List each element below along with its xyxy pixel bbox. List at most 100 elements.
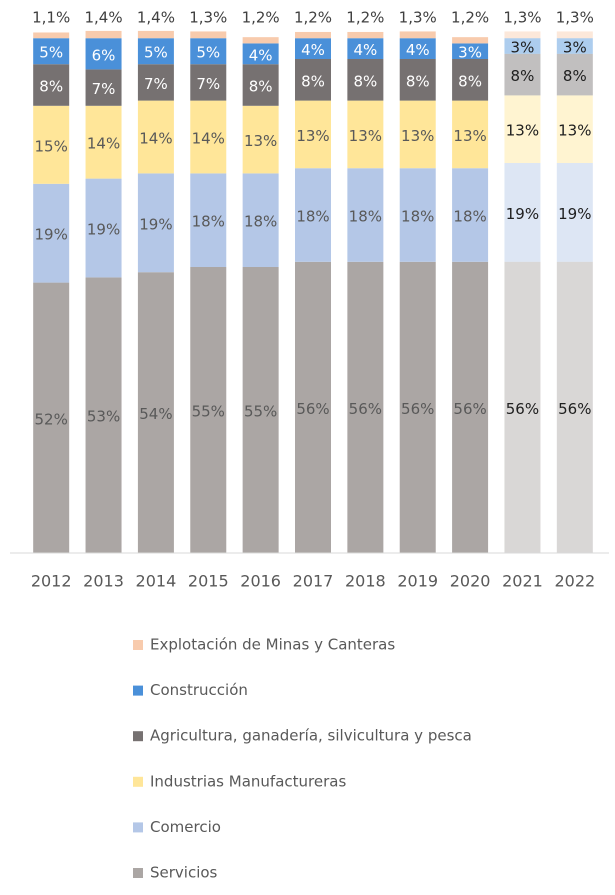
bar-segment [295, 100, 331, 169]
bar-segment [347, 100, 384, 169]
legend-label: Explotación de Minas y Canteras [150, 636, 395, 654]
bar-segment [504, 53, 541, 96]
bar-segment [556, 261, 593, 553]
data-label: 8% [249, 78, 273, 96]
data-label: 1,2% [294, 9, 332, 27]
data-label: 56% [349, 400, 382, 418]
data-label: 6% [92, 46, 116, 64]
bar-segment [33, 282, 70, 553]
x-tick-label: 2020 [450, 572, 491, 591]
bar-segment [85, 105, 122, 179]
legend-swatch [133, 685, 143, 696]
data-label: 8% [511, 67, 535, 85]
x-tick-label: 2013 [83, 572, 124, 591]
data-label: 4% [406, 41, 430, 59]
data-label: 19% [506, 205, 539, 223]
bar-segment [556, 38, 593, 54]
data-label: 52% [35, 410, 68, 428]
data-label: 18% [349, 208, 382, 226]
bar-segment [556, 163, 593, 262]
bar-segment [190, 173, 227, 267]
bar-segment [33, 183, 70, 283]
data-label: 3% [563, 39, 587, 57]
data-label: 18% [401, 208, 434, 226]
bar-segment [137, 30, 174, 39]
bar-segment [242, 64, 279, 106]
bar-segment [137, 272, 174, 553]
bar-segment [347, 38, 384, 59]
bar-segment [347, 59, 384, 101]
data-label: 8% [458, 72, 482, 90]
data-label: 56% [453, 400, 486, 418]
data-label: 15% [35, 137, 68, 155]
x-tick-label: 2019 [397, 572, 438, 591]
bar-segment [137, 38, 174, 65]
legend-swatch [133, 776, 143, 787]
data-label: 8% [39, 78, 63, 96]
legend-label: Industrias Manufactureras [150, 772, 346, 790]
bar-segment [190, 267, 227, 553]
bar-segment [452, 43, 489, 59]
data-label: 13% [453, 127, 486, 145]
data-label: 4% [353, 41, 377, 59]
bar-segment [347, 31, 384, 39]
bar-segment [399, 59, 436, 101]
data-label: 19% [139, 215, 172, 233]
data-label: 53% [87, 408, 120, 426]
x-tick-label: 2012 [31, 572, 72, 591]
data-label: 4% [301, 41, 325, 59]
bar-segment [556, 95, 593, 163]
x-tick-label: 2014 [136, 572, 177, 591]
data-label: 13% [401, 127, 434, 145]
bar-segment [504, 261, 541, 553]
data-label: 54% [139, 405, 172, 423]
x-tick-label: 2022 [554, 572, 595, 591]
data-label: 5% [144, 44, 168, 62]
bar-segment [242, 43, 279, 65]
data-label: 1,2% [451, 9, 489, 27]
bar-segment [85, 277, 122, 553]
bar-segment [295, 31, 331, 39]
data-label: 1,2% [242, 9, 280, 27]
data-label: 8% [301, 72, 325, 90]
bar-segment [504, 31, 541, 39]
data-label: 5% [196, 44, 220, 62]
bar-segment [295, 59, 331, 101]
bar-segment [504, 95, 541, 163]
data-label: 56% [401, 400, 434, 418]
bar-segment [452, 59, 489, 101]
bar-segment [452, 37, 489, 44]
bar-segment [399, 31, 436, 39]
legend-label: Agricultura, ganadería, silvicultura y p… [150, 727, 472, 745]
data-label: 8% [353, 72, 377, 90]
bar-segment [399, 100, 436, 169]
data-label: 13% [558, 122, 591, 140]
bar-segment [504, 38, 541, 54]
data-label: 8% [406, 72, 430, 90]
x-tick-label: 2021 [502, 572, 543, 591]
bar-segment [85, 38, 122, 70]
data-label: 13% [506, 122, 539, 140]
data-label: 55% [192, 403, 225, 421]
legend-label: Comercio [150, 818, 221, 836]
x-tick-label: 2016 [240, 572, 281, 591]
bar-segment [347, 261, 384, 553]
data-label: 19% [87, 221, 120, 239]
data-label: 13% [349, 127, 382, 145]
bar-segment [137, 173, 174, 273]
data-label: 1,3% [503, 9, 541, 27]
bar-segment [33, 38, 70, 65]
data-label: 14% [192, 130, 225, 148]
bar-segment [504, 163, 541, 262]
bar-segment [452, 168, 489, 262]
data-label: 56% [506, 400, 539, 418]
bar-segment [85, 30, 122, 39]
bar-segment [137, 64, 174, 101]
data-label: 1,1% [32, 9, 70, 27]
data-label: 1,4% [84, 9, 122, 27]
bar-segment [85, 178, 122, 278]
bar-segment [190, 64, 227, 101]
bar-segment [33, 32, 70, 39]
data-label: 7% [92, 80, 116, 98]
